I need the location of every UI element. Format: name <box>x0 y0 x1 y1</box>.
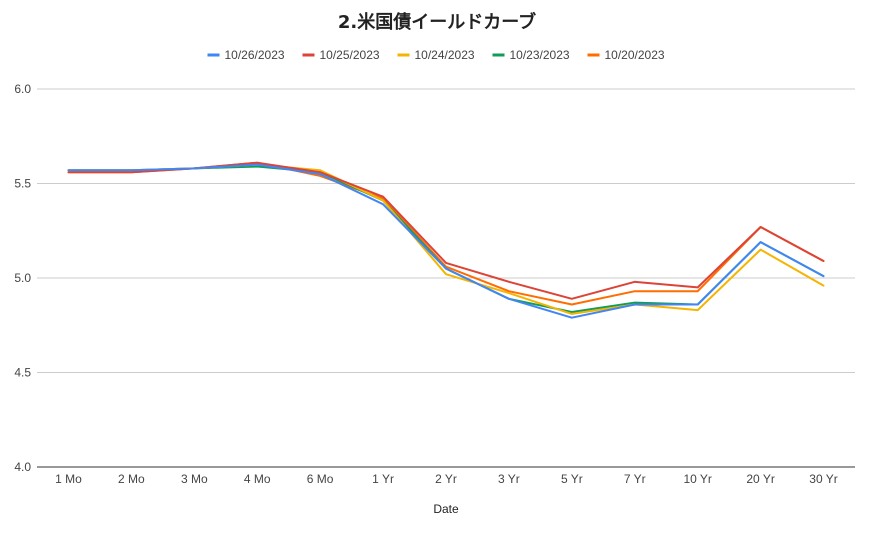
y-tick-label: 5.5 <box>14 177 31 191</box>
x-tick-label: 1 Mo <box>55 472 82 486</box>
x-tick-label: 1 Yr <box>372 472 394 486</box>
series-line <box>67 163 825 319</box>
y-tick-label: 6.0 <box>14 82 31 96</box>
legend-label: 10/24/2023 <box>415 48 475 62</box>
legend-item: 10/24/2023 <box>397 48 475 62</box>
chart-legend: 10/26/2023 10/25/2023 10/24/2023 10/23/2023… <box>207 48 665 62</box>
series-line <box>67 165 825 313</box>
x-tick-label: 7 Yr <box>624 472 646 486</box>
legend-label: 10/20/2023 <box>605 48 665 62</box>
y-tick-label: 4.5 <box>14 366 31 380</box>
x-tick-label: 3 Yr <box>498 472 520 486</box>
x-tick-label: 10 Yr <box>683 472 711 486</box>
series-lines <box>67 161 825 319</box>
legend-item: 10/26/2023 <box>207 48 285 62</box>
legend-item: 10/25/2023 <box>302 48 380 62</box>
x-tick-label: 30 Yr <box>809 472 837 486</box>
chart-title: 2.米国債イールドカーブ <box>338 11 536 33</box>
y-axis-ticks: 4.0 4.5 5.0 5.5 6.0 <box>14 82 31 474</box>
y-tick-label: 5.0 <box>14 271 31 285</box>
legend-label: 10/25/2023 <box>320 48 380 62</box>
y-tick-label: 4.0 <box>14 460 31 474</box>
x-tick-label: 20 Yr <box>746 472 774 486</box>
legend-label: 10/23/2023 <box>510 48 570 62</box>
x-tick-label: 5 Yr <box>561 472 583 486</box>
legend-item: 10/20/2023 <box>587 48 665 62</box>
gridlines <box>37 88 855 468</box>
legend-item: 10/23/2023 <box>492 48 570 62</box>
x-tick-label: 6 Mo <box>307 472 334 486</box>
x-axis-title: Date <box>433 502 459 516</box>
legend-label: 10/26/2023 <box>225 48 285 62</box>
x-tick-label: 2 Yr <box>435 472 457 486</box>
x-axis-ticks: 1 Mo 2 Mo 3 Mo 4 Mo 6 Mo 1 Yr 2 Yr 3 Yr 5 Yr 7 Yr… <box>55 472 838 486</box>
x-tick-label: 3 Mo <box>181 472 208 486</box>
x-tick-label: 2 Mo <box>118 472 145 486</box>
x-tick-label: 4 Mo <box>244 472 271 486</box>
